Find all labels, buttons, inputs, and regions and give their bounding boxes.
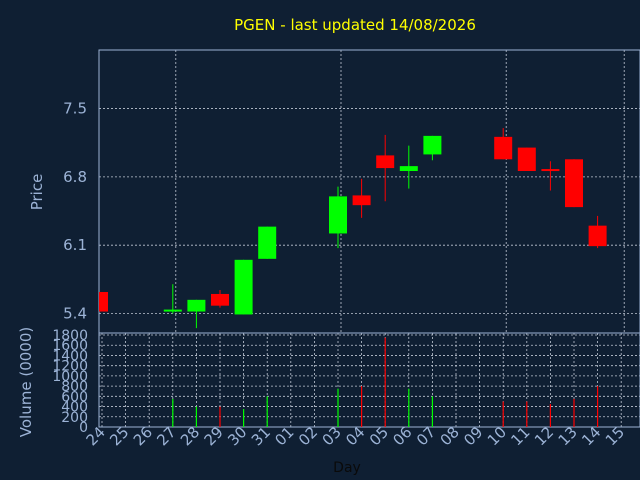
candle-30 xyxy=(234,259,253,315)
candle-07 xyxy=(423,135,442,161)
candle-27 xyxy=(163,284,182,314)
candle-body xyxy=(588,225,607,247)
volume-tick-label: 400 xyxy=(61,400,88,416)
candle-28 xyxy=(187,299,206,329)
price-tick-label: 6.1 xyxy=(63,236,87,254)
candle-29 xyxy=(211,290,229,308)
candle-body xyxy=(399,166,418,172)
volume-grid xyxy=(99,333,640,428)
candle-body xyxy=(423,135,442,155)
candle-body xyxy=(234,259,253,315)
price-axis-ticks: 7.5 6.8 6.1 5.4 xyxy=(63,100,87,323)
candle-03 xyxy=(329,186,347,249)
volume-tick-label: 1400 xyxy=(52,348,88,364)
day-axis-label: Day xyxy=(333,460,361,476)
candle-body xyxy=(258,226,277,259)
candle-body xyxy=(187,299,206,312)
volume-tick-label: 0 xyxy=(79,420,88,436)
price-grid xyxy=(99,50,640,333)
candle-body xyxy=(352,195,371,206)
chart-title: PGEN - last updated 14/08/2026 xyxy=(234,16,476,34)
candle-body xyxy=(211,293,229,306)
candle-body xyxy=(329,196,347,234)
volume-bars xyxy=(172,337,599,427)
candle-04 xyxy=(352,178,371,218)
candle-11 xyxy=(517,147,536,172)
candle-06 xyxy=(399,145,418,189)
candle-24 xyxy=(99,292,108,312)
price-tick-label: 5.4 xyxy=(63,304,87,322)
volume-tick-label: 600 xyxy=(61,389,88,405)
price-tick-label: 6.8 xyxy=(63,168,87,186)
candle-body xyxy=(99,292,108,312)
day-axis-ticks: 2425262728293031010203040506070809101112… xyxy=(83,423,628,449)
candle-body xyxy=(163,309,182,312)
candle-10 xyxy=(494,128,513,160)
candle-body xyxy=(565,159,583,208)
candle-body xyxy=(541,169,560,172)
volume-panel-frame xyxy=(98,332,640,428)
candle-05 xyxy=(376,134,395,202)
candle-body xyxy=(376,155,395,169)
candles xyxy=(99,128,607,329)
candle-body xyxy=(494,136,513,160)
candle-body xyxy=(517,147,536,172)
volume-axis-label: Volume (0000) xyxy=(17,327,35,437)
candle-31 xyxy=(258,226,277,259)
volume-tick-label: 1600 xyxy=(52,338,88,354)
price-axis-label: Price xyxy=(28,174,46,211)
volume-tick-label: 1200 xyxy=(52,359,88,375)
candle-12 xyxy=(541,161,560,191)
volume-tick-label: 1800 xyxy=(52,328,88,344)
volume-tick-label: 800 xyxy=(61,379,88,395)
volume-tick-label: 1000 xyxy=(52,369,88,385)
candle-13 xyxy=(565,159,583,208)
price-tick-label: 7.5 xyxy=(63,100,87,118)
candle-14 xyxy=(588,215,607,249)
volume-tick-label: 200 xyxy=(61,410,88,426)
price-panel-frame xyxy=(98,49,640,334)
